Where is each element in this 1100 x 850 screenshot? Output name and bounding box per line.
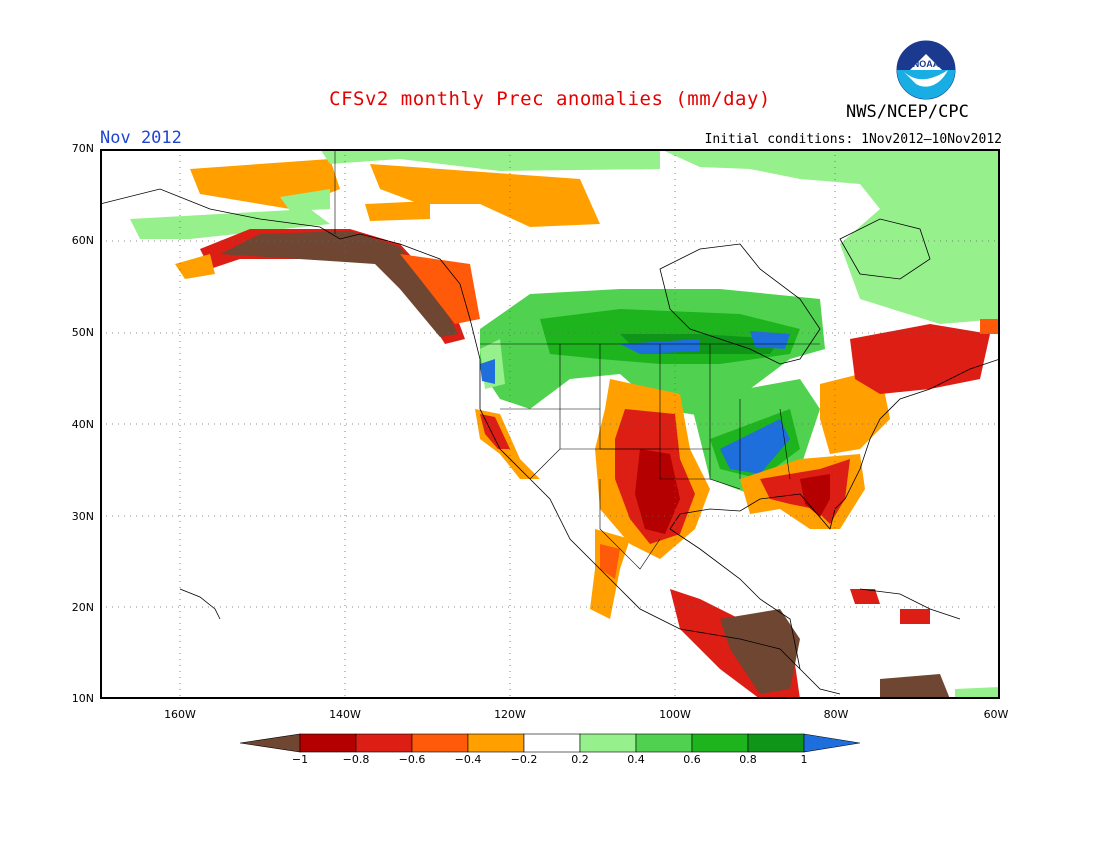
lon-label: 160W [164,708,196,721]
colorbar-segment [240,733,301,753]
logo-text: NOAA [913,59,940,69]
colorbar-segment [803,733,860,753]
colorbar-tick-label: −1 [291,753,309,766]
lon-label: 120W [494,708,526,721]
lon-label: 80W [823,708,849,721]
colorbar-tick-label: −0.6 [398,753,426,766]
colorbar-segment [635,733,693,753]
lat-label: 60N [71,234,94,247]
colorbar [240,733,860,753]
colorbar-tick-label: −0.4 [454,753,482,766]
colorbar-tick-label: 0.6 [683,753,701,766]
lat-label: 20N [71,601,94,614]
lat-label: 50N [71,326,94,339]
colorbar-tick-label: −0.8 [342,753,370,766]
colorbar-tick-label: 1 [800,753,808,766]
lat-label: 10N [71,692,94,705]
initial-conditions: Initial conditions: 1Nov2012–10Nov2012 [704,132,1002,147]
precipitation-anomaly-map [99,149,1001,699]
lon-label: 140W [329,708,361,721]
colorbar-segment [299,733,357,753]
colorbar-segment [355,733,413,753]
colorbar-segment [467,733,525,753]
colorbar-tick-label: 0.8 [739,753,757,766]
lon-label: 60W [983,708,1009,721]
lat-label: 70N [71,142,94,155]
chart-title: CFSv2 monthly Prec anomalies (mm/day) [329,88,771,110]
colorbar-segment [579,733,637,753]
coastlines [99,188,1001,695]
lat-label: 30N [71,510,94,523]
colorbar-tick-label: −0.2 [510,753,538,766]
gridlines [100,149,1000,699]
lon-label: 100W [659,708,691,721]
month-label: Nov 2012 [100,128,182,148]
colorbar-segment [411,733,469,753]
colorbar-tick-label: 0.2 [571,753,589,766]
agency-label: NWS/NCEP/CPC [846,102,969,122]
lat-label: 40N [71,418,94,431]
colorbar-segment [691,733,749,753]
state-borders [334,149,820,570]
colorbar-tick-label: 0.4 [627,753,645,766]
colorbar-segment [523,733,581,753]
noaa-logo-icon: NOAA [896,40,956,100]
colorbar-segment [747,733,805,753]
